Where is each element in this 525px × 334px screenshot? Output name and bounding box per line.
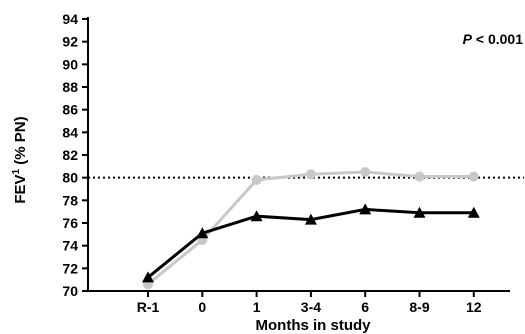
x-tick-label: 6 [361, 299, 369, 315]
x-axis-title: Months in study [256, 317, 372, 334]
data-point [467, 206, 480, 218]
y-tick-label: 76 [62, 215, 78, 231]
p-value-rest: < 0.001 [472, 31, 523, 47]
series-black [142, 203, 480, 283]
data-point [196, 227, 209, 239]
y-tick-label: 70 [62, 283, 78, 299]
data-point [413, 206, 426, 218]
data-point [142, 271, 154, 283]
data-point [414, 171, 425, 182]
y-tick-label: 78 [62, 192, 78, 208]
x-tick-label: 1 [253, 299, 261, 315]
p-value-italic: P [463, 31, 473, 47]
data-point [250, 210, 263, 222]
data-point [305, 169, 316, 180]
series-group [142, 167, 480, 290]
x-tick-label: 3-4 [301, 299, 321, 315]
y-tick-label: 74 [62, 238, 78, 254]
x-tick-label: 0 [198, 299, 206, 315]
y-tick-label: 82 [62, 147, 78, 163]
series-line [147, 170, 474, 286]
data-point [304, 213, 317, 225]
y-axis-title-rest: (% PN) [12, 116, 29, 169]
x-tick-label: R-1 [137, 299, 160, 315]
x-tick-label: 12 [466, 299, 482, 315]
y-tick-label: 88 [62, 79, 78, 95]
y-axis-title-sup: 1 [11, 168, 22, 174]
x-axis-ticks: R-1 0 1 3-4 6 8-9 12 [137, 291, 482, 315]
y-axis-title-main: FEV [12, 174, 29, 203]
y-axis-ticks: 70 72 74 76 78 80 82 84 86 88 90 92 94 [62, 11, 88, 299]
data-point [359, 203, 372, 215]
p-value-annotation: P < 0.001 [463, 31, 524, 47]
y-tick-label: 72 [62, 260, 78, 276]
x-tick-label: 8-9 [409, 299, 429, 315]
series-grey [143, 167, 479, 290]
y-tick-label: 90 [62, 56, 78, 72]
y-tick-label: 94 [62, 11, 78, 27]
data-point [360, 167, 371, 177]
y-tick-label: 92 [62, 34, 78, 50]
data-point [468, 171, 479, 182]
y-tick-label: 86 [62, 102, 78, 118]
data-point [251, 174, 262, 185]
y-tick-label: 80 [62, 170, 78, 186]
y-tick-label: 84 [62, 124, 78, 140]
y-axis-title: FEV1 (% PN) [11, 116, 29, 203]
